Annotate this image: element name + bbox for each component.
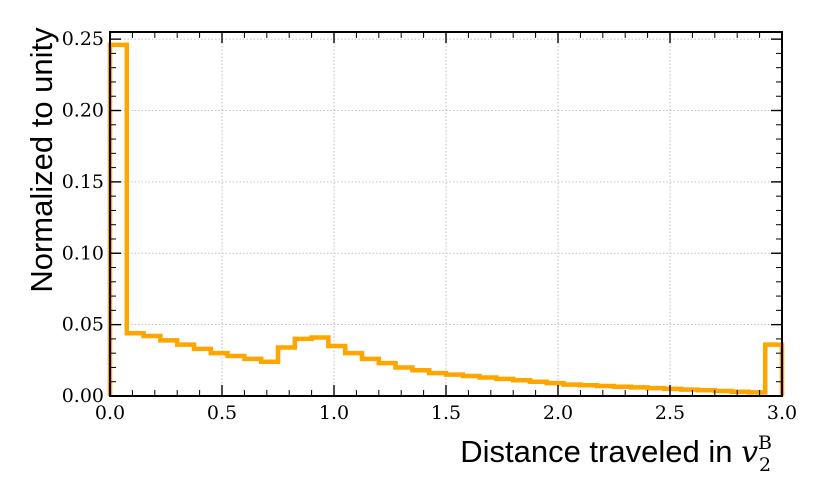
y-tick-label: 0.10 (62, 242, 104, 264)
x-tick-label: 3.0 (767, 402, 797, 424)
grid-lines (110, 32, 782, 396)
y-tick-label: 0.05 (62, 314, 104, 336)
x-tick-label: 0.0 (95, 402, 125, 424)
x-axis-title-math-superscript: B (758, 432, 772, 454)
series-layer (107, 42, 785, 396)
x-axis-title: Distance traveled in vB 2 (460, 432, 772, 476)
histogram-series-line (107, 42, 785, 396)
x-tick-label: 1.5 (431, 402, 461, 424)
x-axis-title-text: Distance traveled in (460, 434, 741, 469)
plot-frame (109, 31, 783, 397)
x-tick-label: 2.5 (655, 402, 685, 424)
y-tick-label: 0.15 (62, 171, 104, 193)
x-axis-title-math-base: v (741, 435, 758, 470)
x-tick-label: 2.0 (543, 402, 573, 424)
x-tick-label: 1.0 (319, 402, 349, 424)
x-tick-label: 0.5 (207, 402, 237, 424)
x-axis-title-math-subscript: 2 (759, 454, 771, 476)
y-tick-label: 0.20 (62, 100, 104, 122)
y-tick-label: 0.25 (62, 28, 104, 50)
y-tick-label: 0.00 (62, 385, 104, 407)
y-axis-title: Normalized to unity (24, 27, 59, 293)
tick-labels: 0.0 0.5 1.0 1.5 2.0 2.5 3.0 0.00 0.05 0.10 0.15 0.2… (62, 28, 797, 424)
